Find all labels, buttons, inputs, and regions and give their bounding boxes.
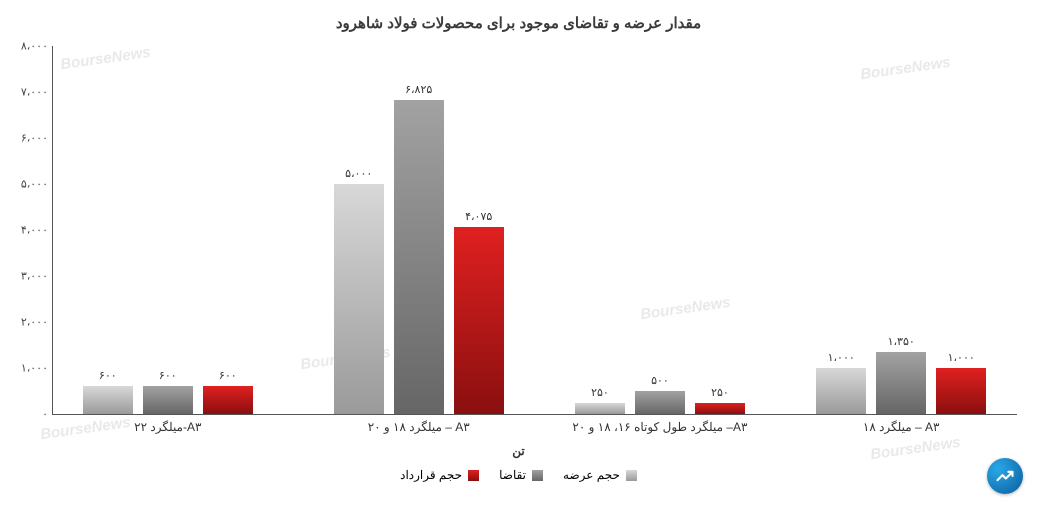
y-axis: ۰۱،۰۰۰۲،۰۰۰۳،۰۰۰۴،۰۰۰۵،۰۰۰۶،۰۰۰۷،۰۰۰۸،۰۰… — [8, 46, 48, 414]
bar-value-label: ۲۵۰ — [591, 386, 609, 399]
bar-value-label: ۶۰۰ — [219, 369, 237, 382]
bar: ۶۰۰ — [143, 386, 193, 414]
legend-swatch — [532, 470, 543, 481]
bar-value-label: ۱،۰۰۰ — [948, 351, 975, 364]
bar: ۲۵۰ — [575, 403, 625, 415]
x-axis-title: تن — [0, 444, 1037, 458]
y-tick-label: ۱،۰۰۰ — [8, 362, 48, 375]
y-tick-label: ۸،۰۰۰ — [8, 40, 48, 53]
y-tick-label: ۰ — [8, 408, 48, 421]
bar: ۴،۰۷۵ — [454, 227, 504, 414]
legend: حجم عرضه تقاضا حجم قرارداد — [0, 468, 1037, 484]
legend-item: حجم قرارداد — [400, 468, 479, 482]
x-category-label: میلگرد ۱۸ – A۳ — [863, 420, 940, 434]
bar: ۲۵۰ — [695, 403, 745, 415]
x-axis-baseline — [52, 414, 1017, 415]
bar: ۶۰۰ — [203, 386, 253, 414]
y-tick-label: ۵،۰۰۰ — [8, 178, 48, 191]
bar-value-label: ۶،۸۲۵ — [405, 83, 432, 96]
x-category-label: میلگرد طول کوتاه ۱۶، ۱۸ و ۲۰ –A۳ — [572, 420, 747, 434]
legend-swatch — [468, 470, 479, 481]
bar: ۱،۰۰۰ — [816, 368, 866, 414]
legend-item: حجم عرضه — [563, 468, 637, 482]
plot-area: ۶۰۰۶۰۰۶۰۰۵،۰۰۰۶،۸۲۵۴،۰۷۵۲۵۰۵۰۰۲۵۰۱،۰۰۰۱،… — [52, 46, 1017, 414]
bar-group: ۵،۰۰۰۶،۸۲۵۴،۰۷۵ — [334, 46, 504, 414]
legend-swatch — [626, 470, 637, 481]
bar-group: ۲۵۰ ۵۰۰ ۲۵۰ — [575, 46, 745, 414]
bar-group: ۱،۰۰۰۱،۳۵۰۱،۰۰۰ — [816, 46, 986, 414]
bar: ۶،۸۲۵ — [394, 100, 444, 414]
legend-label: تقاضا — [499, 468, 526, 482]
bar: ۵،۰۰۰ — [334, 184, 384, 414]
y-tick-label: ۳،۰۰۰ — [8, 270, 48, 283]
bar-value-label: ۱،۳۵۰ — [888, 335, 915, 348]
bourse-news-logo-icon — [987, 458, 1023, 494]
chart-title: مقدار عرضه و تقاضای موجود برای محصولات ف… — [0, 0, 1037, 32]
bar: ۱،۰۰۰ — [936, 368, 986, 414]
bar-group: ۶۰۰ ۶۰۰ ۶۰۰ — [83, 46, 253, 414]
y-tick-label: ۷،۰۰۰ — [8, 86, 48, 99]
legend-label: حجم عرضه — [563, 468, 620, 482]
bar-value-label: ۵۰۰ — [651, 374, 669, 387]
bar-value-label: ۵،۰۰۰ — [345, 167, 372, 180]
bar-value-label: ۴،۰۷۵ — [465, 210, 492, 223]
legend-item: تقاضا — [499, 468, 543, 482]
x-category-label: میلگرد ۲۲-A۳ — [134, 420, 201, 434]
bar: ۶۰۰ — [83, 386, 133, 414]
y-tick-label: ۴،۰۰۰ — [8, 224, 48, 237]
chart-container: مقدار عرضه و تقاضای موجود برای محصولات ف… — [0, 0, 1037, 508]
bar: ۱،۳۵۰ — [876, 352, 926, 414]
bar-value-label: ۶۰۰ — [99, 369, 117, 382]
x-category-label: میلگرد ۱۸ و ۲۰ – A۳ — [368, 420, 470, 434]
bar-value-label: ۶۰۰ — [159, 369, 177, 382]
bar-value-label: ۲۵۰ — [711, 386, 729, 399]
legend-label: حجم قرارداد — [400, 468, 462, 482]
y-tick-label: ۶،۰۰۰ — [8, 132, 48, 145]
y-tick-label: ۲،۰۰۰ — [8, 316, 48, 329]
bar-value-label: ۱،۰۰۰ — [828, 351, 855, 364]
x-axis-labels: میلگرد ۲۲-A۳ میلگرد ۱۸ و ۲۰ – A۳ میلگرد طو… — [52, 420, 1017, 442]
bar: ۵۰۰ — [635, 391, 685, 414]
